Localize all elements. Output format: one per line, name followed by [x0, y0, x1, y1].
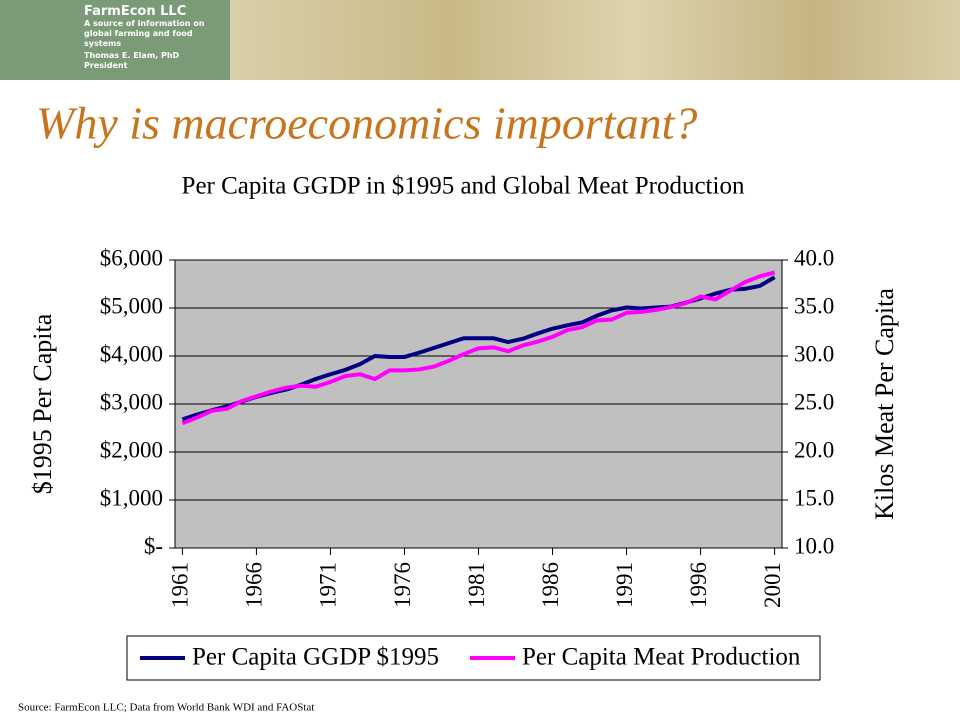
y-tick-label: $5,000 [100, 293, 163, 318]
tagline: A source of information on global farmin… [84, 19, 205, 48]
slide-title: Why is macroeconomics important? [36, 98, 697, 149]
series-line [181, 270, 776, 426]
y2-tick-label: 30.0 [794, 341, 834, 366]
x-tick-label: 1961 [168, 562, 193, 608]
x-tick-label: 1966 [242, 562, 267, 608]
chart-title: Per Capita GGDP in $1995 and Global Meat… [182, 173, 745, 200]
y2-axis-label: Kilos Meat Per Capita [870, 288, 899, 520]
x-tick-label: 1986 [538, 562, 563, 608]
company: FarmEcon LLC [84, 4, 187, 19]
source-note: Source: FarmEcon LLC; Data from World Ba… [18, 702, 314, 714]
role: President [84, 61, 128, 70]
y2-tick-label: 15.0 [794, 485, 834, 510]
y2-tick-label: 25.0 [794, 389, 834, 414]
y-tick-label: $2,000 [100, 437, 163, 462]
legend-label: Per Capita GGDP $1995 [192, 644, 439, 671]
brand-box: FarmEcon LLC A source of information on … [0, 0, 230, 80]
x-tick-label: 1996 [686, 562, 711, 608]
y-tick-label: $6,000 [100, 245, 163, 270]
y-tick-label: $4,000 [100, 341, 163, 366]
x-tick-label: 1991 [612, 562, 637, 608]
x-tick-label: 1971 [316, 562, 341, 608]
legend-label: Per Capita Meat Production [522, 644, 801, 671]
y2-tick-label: 40.0 [794, 245, 834, 270]
y-tick-label: $3,000 [100, 389, 163, 414]
map-banner [230, 0, 960, 80]
y-tick-label: $1,000 [100, 485, 163, 510]
series-line [181, 275, 776, 422]
y2-tick-label: 35.0 [794, 293, 834, 318]
x-tick-label: 1981 [464, 562, 489, 608]
y-axis-label: $1995 Per Capita [28, 313, 57, 494]
x-tick-label: 2001 [760, 562, 785, 608]
legend-box [126, 635, 821, 681]
y-tick-label: $- [144, 533, 163, 558]
y2-tick-label: 10.0 [794, 533, 834, 558]
y2-tick-label: 20.0 [794, 437, 834, 462]
author: Thomas E. Elam, PhD [84, 51, 180, 60]
plot-area [174, 259, 783, 549]
x-tick-label: 1976 [390, 562, 415, 608]
